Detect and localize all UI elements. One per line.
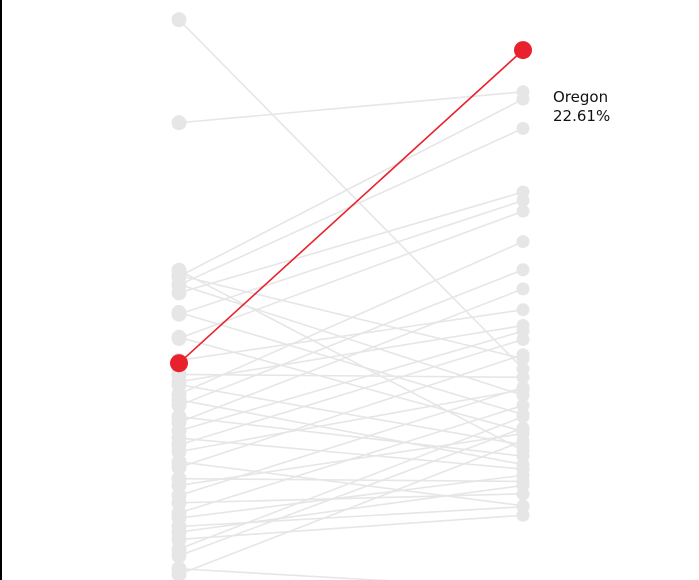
series-point-start-34 [171, 510, 187, 526]
series-line-23 [178, 383, 524, 446]
series-point-end-33 [516, 427, 530, 441]
series-point-start-2 [171, 115, 187, 131]
series-line-22 [178, 336, 524, 433]
series-point-end-30 [516, 318, 530, 332]
series-point-start-20 [171, 276, 187, 292]
series-point-end-31 [516, 370, 530, 384]
series-line-28 [178, 505, 524, 528]
highlight-point-end [514, 41, 532, 60]
series-point-end-38 [516, 478, 530, 492]
highlight-value-label: 22.61% [553, 107, 610, 125]
series-point-end-37 [516, 499, 530, 513]
highlight-series [170, 41, 532, 373]
highlight-line [178, 49, 524, 364]
series-point-start-36 [171, 392, 187, 408]
series-point-end-10 [516, 282, 530, 296]
highlight-point-start [170, 354, 188, 373]
background-points [171, 12, 530, 580]
series-line-40 [178, 567, 390, 580]
series-line-29 [178, 514, 524, 541]
series-line-37 [178, 460, 524, 507]
series-point-start-24 [171, 409, 187, 425]
series-line-32 [178, 388, 524, 453]
series-point-start-1 [171, 12, 187, 28]
series-line-38 [178, 484, 524, 533]
highlight-series-name: Oregon [553, 88, 608, 106]
series-point-end-19 [516, 352, 530, 366]
series-point-end-4 [516, 121, 530, 135]
series-point-start-25 [171, 430, 187, 446]
series-point-start-22 [171, 329, 187, 345]
series-line-27 [178, 493, 524, 504]
series-point-end-32 [516, 383, 530, 397]
series-point-start-33 [171, 477, 187, 493]
series-point-start-17 [171, 548, 187, 564]
series-line-3 [178, 98, 524, 278]
series-line-7 [178, 210, 524, 340]
series-point-start-38 [171, 524, 187, 540]
series-line-19 [178, 274, 524, 360]
series-line-12 [178, 338, 524, 446]
series-point-end-36 [516, 458, 530, 472]
series-line-10 [178, 288, 524, 424]
series-line-18 [178, 440, 524, 576]
series-point-end-15 [516, 398, 530, 412]
series-line-26 [178, 477, 524, 483]
series-line-34 [178, 474, 524, 519]
series-line-16 [178, 415, 524, 550]
series-point-end-29 [516, 508, 530, 522]
series-line-6 [178, 199, 524, 315]
series-point-start-40 [171, 561, 187, 577]
series-point-end-21 [516, 407, 530, 421]
series-line-2 [178, 90, 524, 124]
series-line-30 [178, 324, 524, 383]
series-line-39 [178, 269, 524, 452]
series-point-start-21 [171, 305, 187, 321]
series-line-11 [178, 330, 524, 432]
series-point-end-34 [516, 468, 530, 482]
series-point-end-39 [516, 443, 530, 457]
series-line-13 [178, 353, 524, 469]
series-line-31 [178, 373, 524, 379]
series-line-35 [178, 308, 524, 362]
series-point-end-3 [516, 92, 530, 106]
series-point-end-8 [516, 235, 530, 249]
series-line-8 [178, 240, 524, 395]
series-point-start-37 [171, 454, 187, 470]
series-point-start-39 [171, 262, 187, 278]
series-point-end-35 [516, 303, 530, 317]
series-line-20 [178, 283, 524, 397]
series-point-start-27 [171, 495, 187, 511]
series-line-9 [178, 268, 524, 407]
series-line-5 [178, 191, 524, 294]
series-point-end-7 [516, 204, 530, 218]
series-line-21 [178, 311, 524, 416]
series-line-24 [178, 415, 524, 457]
series-line-33 [178, 432, 524, 487]
series-line-25 [178, 437, 524, 470]
series-point-end-12 [516, 333, 530, 347]
series-point-end-9 [516, 263, 530, 277]
background-lines [178, 19, 524, 580]
series-line-36 [178, 399, 524, 466]
series-point-end-6 [516, 193, 530, 207]
